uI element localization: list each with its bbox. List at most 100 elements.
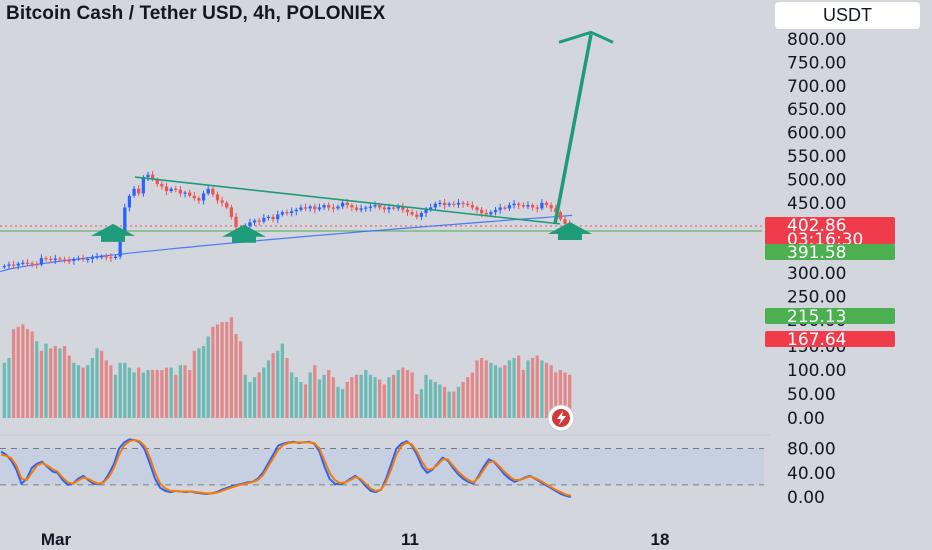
volume-bar (2, 362, 6, 418)
volume-bar (452, 391, 456, 418)
volume-bar (558, 370, 563, 418)
candle-body (535, 207, 539, 209)
candle-body (62, 259, 67, 261)
volume-bar (368, 374, 373, 418)
volume-bar (433, 382, 437, 418)
volume-bar (211, 326, 215, 418)
volume-bar (276, 350, 280, 418)
volume-bar (164, 367, 169, 418)
candle-body (86, 258, 90, 261)
candle-body (155, 179, 159, 185)
volume-bar (480, 358, 484, 418)
candle-body (456, 202, 461, 205)
candle-body (183, 192, 187, 194)
candle-body (382, 207, 386, 210)
candle-body (401, 206, 405, 210)
candle-body (146, 174, 150, 178)
candle-body (410, 212, 414, 215)
price-tick-label: 800.00 (787, 30, 846, 50)
candle-body (521, 205, 525, 207)
volume-bar (155, 370, 159, 418)
candle-body (290, 211, 294, 214)
volume-bar (16, 326, 20, 418)
stoch-tick-label: 80.00 (787, 440, 836, 460)
volume-bar (160, 370, 164, 418)
candle-body (438, 202, 442, 204)
candle-body (30, 263, 34, 265)
candle-body (526, 205, 530, 207)
volume-bar (396, 370, 400, 418)
candle-body (169, 188, 173, 192)
volume-bar (345, 382, 349, 418)
candle-body (72, 258, 76, 261)
volume-bar (239, 341, 243, 418)
volume-bar (429, 379, 433, 418)
volume-bar (76, 365, 81, 418)
candle-body (234, 216, 238, 228)
volume-bar (475, 360, 479, 418)
volume-tick-label: 100.00 (787, 361, 846, 381)
volume-bar (206, 336, 210, 418)
volume-bar (104, 360, 108, 418)
price-tick-label: 700.00 (787, 77, 846, 97)
volume-bar (317, 379, 322, 418)
candle-body (95, 256, 99, 258)
candle-body (530, 205, 535, 208)
candle-body (81, 258, 85, 260)
candle-body (49, 258, 53, 261)
volume-tick-label: 0.00 (787, 409, 825, 429)
x-tick-label: 18 (651, 530, 670, 549)
volume-bar (530, 358, 535, 418)
candle-body (285, 212, 289, 214)
candle-body (123, 207, 127, 231)
support-arrow-icon (548, 221, 592, 240)
volume-bar (243, 374, 247, 418)
candle-body (150, 174, 155, 180)
candle-body (498, 207, 502, 210)
candle-body (544, 202, 549, 206)
price-tag-value: 402.86 (787, 216, 846, 236)
volume-bar (62, 346, 67, 418)
volume-bar (25, 329, 30, 418)
volume-bar (340, 389, 345, 418)
candle-body (391, 207, 396, 209)
stoch-tick-label: 40.00 (787, 464, 836, 484)
candle-body (424, 209, 428, 214)
candle-body (262, 217, 266, 222)
candle-body (489, 212, 493, 215)
volume-bar (327, 370, 331, 418)
volume-bar (118, 362, 122, 418)
candle-body (132, 188, 136, 196)
price-tick-label: 300.00 (787, 264, 846, 284)
candle-body (118, 230, 122, 257)
candle-body (354, 207, 359, 210)
candle-body (16, 263, 20, 266)
volume-bar (123, 362, 127, 418)
volume-bar (137, 367, 141, 418)
currency-button[interactable]: USDT (775, 2, 920, 29)
support-arrow-icon (222, 224, 266, 243)
candle-body (415, 214, 419, 217)
candle-body (7, 264, 11, 266)
candle-body (127, 195, 132, 208)
volume-bar (234, 334, 238, 418)
price-tick-label: 600.00 (787, 124, 846, 144)
price-tag (765, 331, 895, 347)
candle-body (405, 209, 410, 213)
volume-bar (271, 353, 275, 418)
candle-body (359, 208, 363, 210)
volume-bar (67, 355, 71, 418)
candle-body (452, 203, 456, 205)
volume-bar (7, 358, 11, 418)
candle-body (109, 257, 113, 259)
volume-bar (280, 343, 284, 418)
volume-bar (252, 377, 257, 418)
lightning-icon-bolt (557, 411, 566, 425)
candle-body (25, 262, 30, 264)
volume-bar (364, 370, 368, 418)
volume-bar (456, 386, 461, 418)
volume-bar (30, 331, 34, 418)
volume-bar (39, 350, 44, 418)
candle-body (345, 202, 349, 206)
